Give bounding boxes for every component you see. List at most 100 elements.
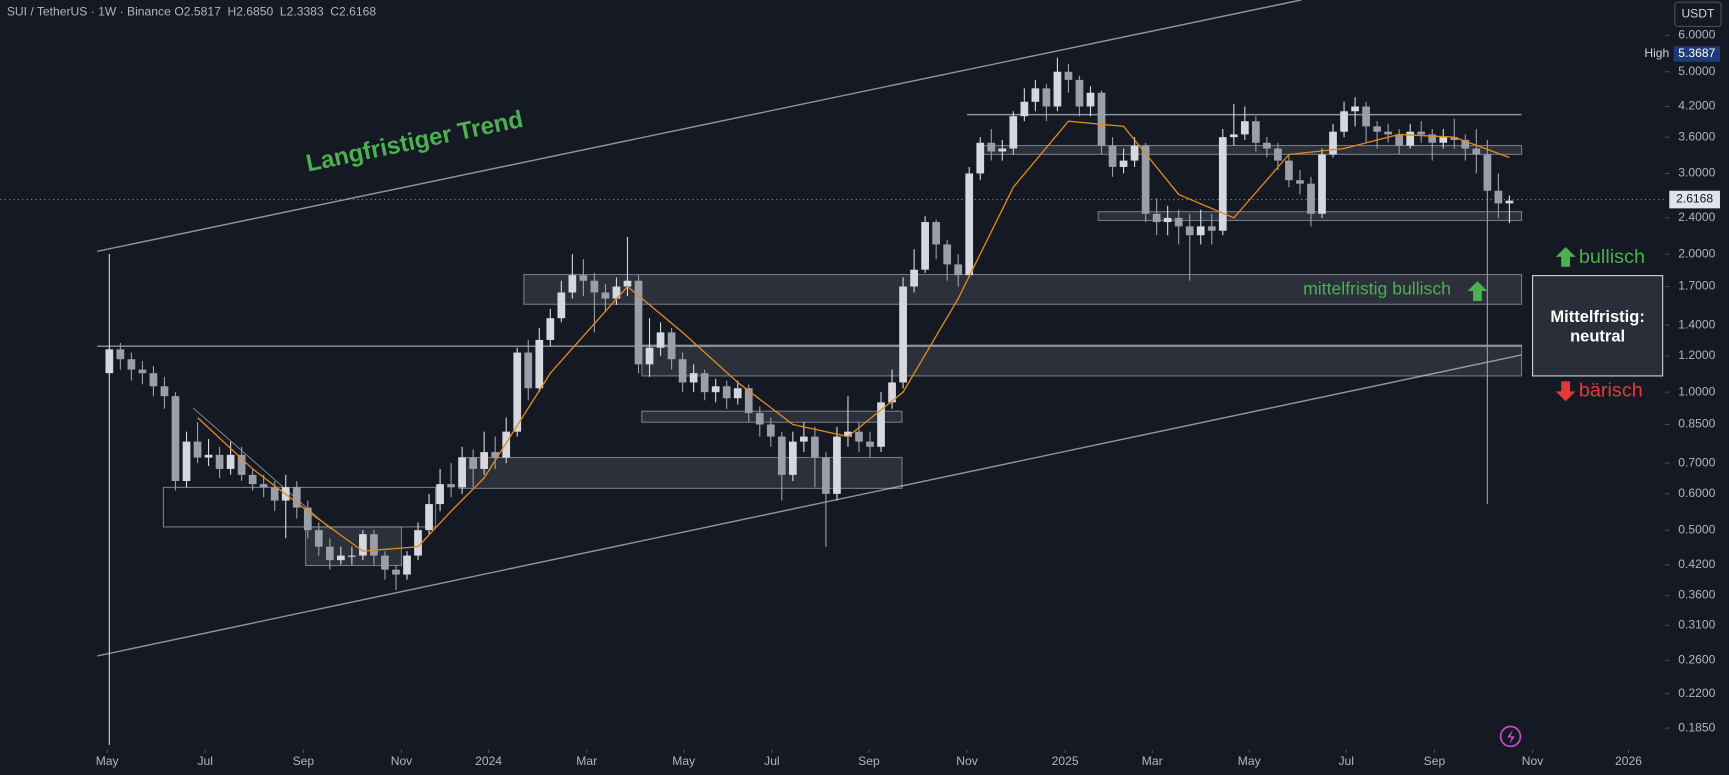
candle-body (1053, 71, 1062, 107)
candle-body (1196, 226, 1205, 236)
candle-body (1042, 88, 1051, 107)
candle-body (1174, 217, 1183, 227)
candle-body (193, 441, 202, 458)
candle-body (954, 264, 963, 276)
candle-body (149, 373, 158, 387)
x-tick-label: Jul (198, 754, 213, 768)
candle-body (634, 280, 643, 365)
candle-body (1240, 121, 1249, 135)
candle-body (1274, 148, 1282, 161)
candle-body (204, 454, 213, 458)
candle-body (590, 280, 599, 293)
currency[interactable]: USDT (1681, 7, 1715, 21)
candle-body (535, 339, 544, 389)
candle-body (1252, 121, 1260, 143)
y-tick-label: 0.6000 (1678, 486, 1715, 500)
candle-body (557, 292, 566, 319)
candle-body (1119, 160, 1128, 167)
x-tick-label: May (96, 754, 120, 768)
y-tick-label: 0.5000 (1678, 522, 1715, 536)
candle-body (579, 275, 588, 281)
candle-body (1163, 217, 1172, 223)
candle-body (1152, 213, 1161, 223)
candle-body (447, 484, 455, 488)
candle-body (711, 386, 720, 393)
y-tick-label: 0.4200 (1678, 557, 1715, 571)
candle-body (1483, 154, 1492, 191)
candle-body (601, 292, 610, 299)
y-tick-label: 0.3600 (1678, 588, 1715, 602)
candle-body (833, 436, 841, 494)
candle-body (623, 280, 632, 287)
candle-body (976, 142, 985, 174)
x-tick-label: Nov (956, 754, 978, 768)
x-tick-label: Sep (1424, 754, 1446, 768)
candle-body (921, 222, 929, 270)
candle-body (259, 484, 268, 488)
candle-body (855, 431, 863, 442)
candle-body (248, 474, 257, 485)
candle-body (1185, 226, 1194, 236)
note-text: neutral (1570, 327, 1625, 346)
ohlc-value: O2.5817 (174, 4, 221, 18)
candle-body (215, 454, 224, 469)
candle-body (1130, 145, 1139, 161)
candle-body (1417, 131, 1426, 135)
candle-body (777, 436, 786, 475)
candle-body (127, 359, 136, 370)
y-tick-label: 4.2000 (1678, 99, 1715, 113)
candle-body (1384, 131, 1393, 135)
candle-body (987, 142, 996, 152)
candle-body (1296, 180, 1304, 184)
candle-body (689, 373, 698, 383)
symbol-title: SUI / TetherUS · 1W · Binance (7, 4, 171, 18)
y-tick-label: 0.3100 (1678, 618, 1715, 632)
x-tick-label: May (672, 754, 696, 768)
candle-body (425, 504, 433, 531)
candle-body (458, 457, 466, 488)
x-tick-label: 2026 (1615, 754, 1642, 768)
candle-body (1020, 101, 1029, 117)
candle-body (766, 424, 775, 437)
candle-body (1307, 183, 1315, 214)
candle-body (888, 382, 896, 403)
moving-average (197, 120, 1510, 552)
high-value: 5.3687 (1678, 46, 1715, 60)
candle-body (899, 286, 907, 383)
plot (105, 57, 1514, 745)
candle-body (910, 269, 918, 287)
candle-body (370, 534, 378, 556)
y-tick-label: 1.0000 (1678, 384, 1715, 398)
y-tick-label: 0.7000 (1678, 455, 1715, 469)
candle-body (1263, 142, 1271, 149)
candle-body (612, 286, 621, 299)
candle-body (678, 359, 687, 383)
currency-button[interactable] (1674, 1, 1722, 28)
candle-body (1285, 160, 1293, 181)
annotation: bärisch (1579, 380, 1643, 402)
y-tick-label: 2.0000 (1678, 246, 1715, 260)
alert-icon[interactable] (1499, 725, 1522, 748)
candle-body (1031, 88, 1040, 102)
candle-body (336, 555, 345, 561)
candle-body (788, 441, 797, 475)
ohlc-value: L2.3383 (280, 4, 324, 18)
annotation: bullisch (1579, 246, 1645, 268)
candle-body (171, 396, 180, 481)
candle-body (800, 436, 808, 442)
candle-body (359, 534, 367, 556)
candle-body (513, 352, 522, 432)
candle-body (348, 555, 356, 557)
candle-body (1406, 131, 1415, 146)
x-tick-label: 2025 (1052, 754, 1079, 768)
candle-body (469, 457, 477, 469)
y-tick-label: 1.4000 (1678, 317, 1715, 331)
y-tick-label: 0.2200 (1678, 686, 1715, 700)
x-tick-label: Sep (293, 754, 315, 768)
candle-body (645, 347, 654, 365)
candle-body (656, 332, 665, 348)
y-tick-label: 2.4000 (1678, 210, 1715, 224)
candle-body (1351, 106, 1359, 112)
